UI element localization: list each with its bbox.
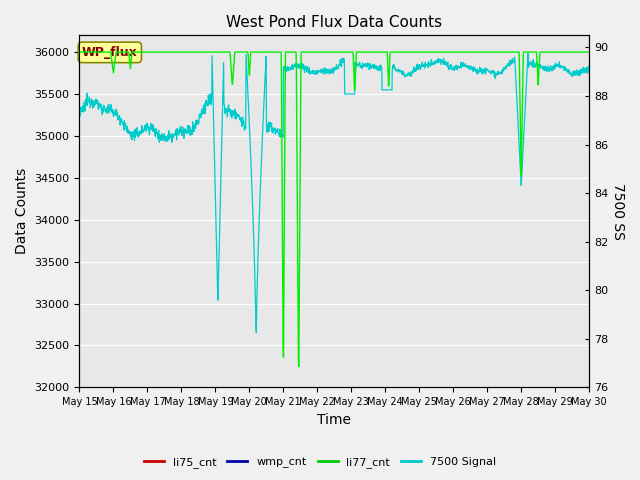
Y-axis label: Data Counts: Data Counts: [15, 168, 29, 254]
Y-axis label: 7500 SS: 7500 SS: [611, 183, 625, 240]
Title: West Pond Flux Data Counts: West Pond Flux Data Counts: [227, 15, 442, 30]
X-axis label: Time: Time: [317, 413, 351, 427]
Text: WP_flux: WP_flux: [82, 46, 138, 59]
Legend: li75_cnt, wmp_cnt, li77_cnt, 7500 Signal: li75_cnt, wmp_cnt, li77_cnt, 7500 Signal: [140, 452, 500, 472]
